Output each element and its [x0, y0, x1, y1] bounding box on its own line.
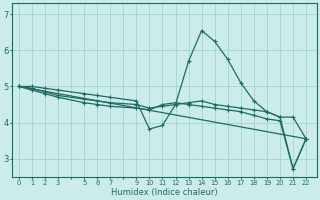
X-axis label: Humidex (Indice chaleur): Humidex (Indice chaleur) — [111, 188, 218, 197]
